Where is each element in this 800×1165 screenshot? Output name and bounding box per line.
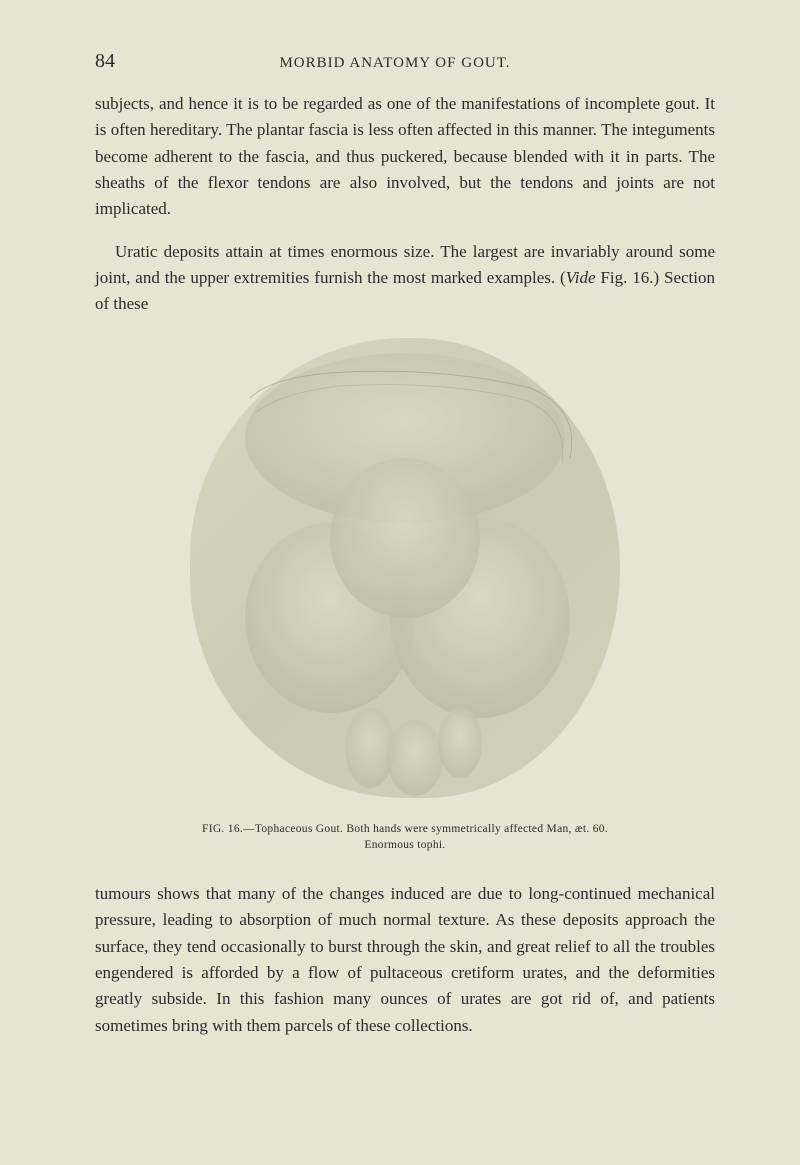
para2-vide: Vide <box>566 268 596 287</box>
page-header: 84 MORBID ANATOMY OF GOUT. <box>95 50 715 73</box>
gout-hand-illustration <box>190 338 620 798</box>
page-title: MORBID ANATOMY OF GOUT. <box>115 55 715 72</box>
caption-line1: FIG. 16.—Tophaceous Gout. Both hands wer… <box>202 823 608 835</box>
page-number: 84 <box>95 50 115 73</box>
paragraph-1: subjects, and hence it is to be regarded… <box>95 91 715 223</box>
paragraph-2: Uratic deposits attain at times enormous… <box>95 239 715 318</box>
paragraph-3: tumours shows that many of the changes i… <box>95 881 715 1039</box>
figure-illustration <box>190 338 620 798</box>
figure-caption: FIG. 16.—Tophaceous Gout. Both hands wer… <box>95 821 715 853</box>
caption-line2: Enormous tophi. <box>364 839 445 851</box>
figure-container: FIG. 16.—Tophaceous Gout. Both hands wer… <box>95 338 715 853</box>
